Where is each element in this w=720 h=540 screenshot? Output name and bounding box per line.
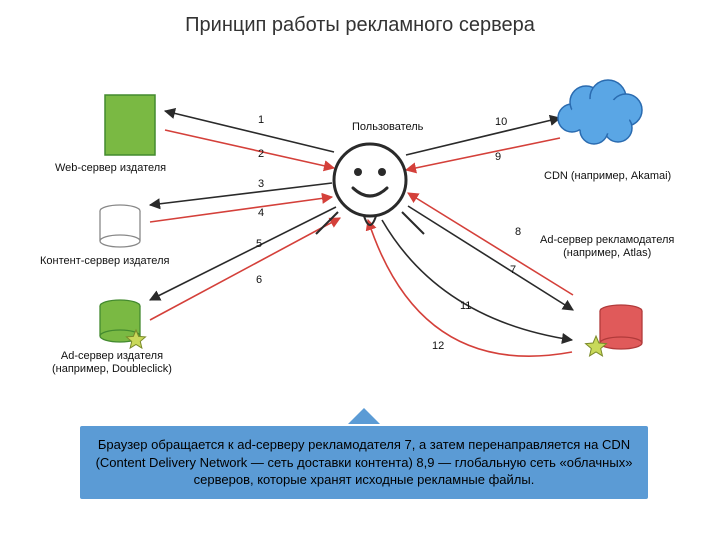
label-content-server: Контент-сервер издателя bbox=[40, 255, 169, 268]
edge-num-5: 5 bbox=[256, 238, 262, 250]
label-ad-advertiser: Ad-сервер рекламодателя (например, Atlas… bbox=[540, 234, 674, 259]
edge-num-3: 3 bbox=[258, 178, 264, 190]
edge-num-6: 6 bbox=[256, 274, 262, 286]
label-ad-publisher: Ad-сервер издателя (например, Doubleclic… bbox=[52, 350, 172, 375]
edge-num-10: 10 bbox=[495, 116, 507, 128]
edge-num-12: 12 bbox=[432, 340, 444, 352]
edge-num-2: 2 bbox=[258, 148, 264, 160]
explanation-callout: Браузер обращается к ad-серверу рекламод… bbox=[80, 426, 648, 499]
edge-num-9: 9 bbox=[495, 151, 501, 163]
label-user: Пользователь bbox=[352, 121, 423, 134]
label-cdn: CDN (например, Akamai) bbox=[544, 170, 671, 183]
edge-num-8: 8 bbox=[515, 226, 521, 238]
label-web-server: Web-сервер издателя bbox=[55, 162, 166, 175]
edge-num-7: 7 bbox=[510, 264, 516, 276]
edge-num-4: 4 bbox=[258, 207, 264, 219]
edge-num-1: 1 bbox=[258, 114, 264, 126]
edge-num-11: 11 bbox=[460, 300, 471, 312]
